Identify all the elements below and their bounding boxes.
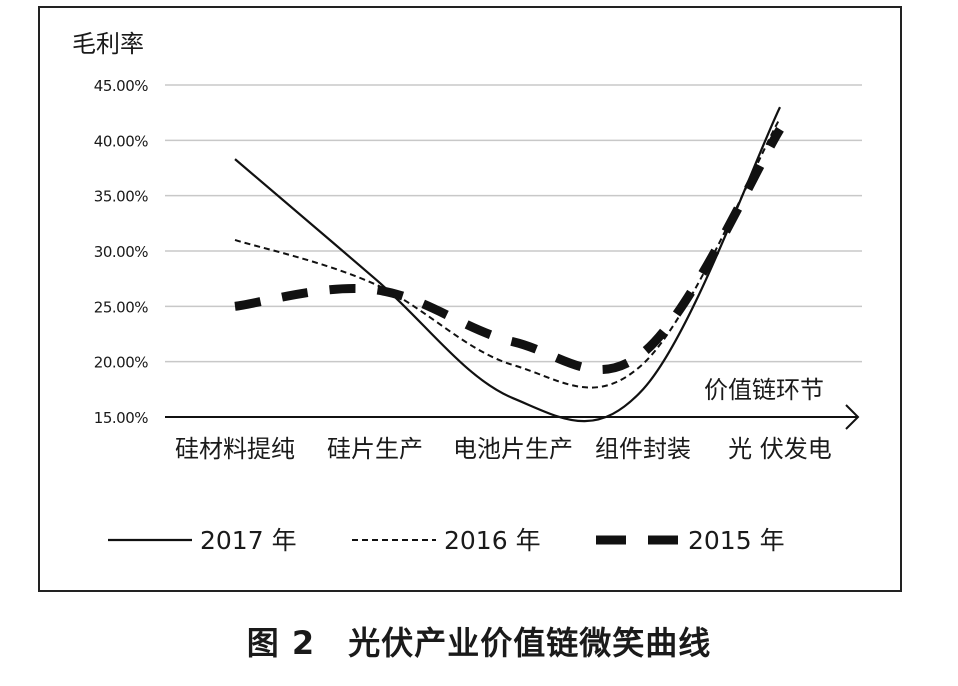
x-tick-label: 光 伏发电	[728, 435, 832, 463]
x-tick-label: 硅片生产	[327, 435, 423, 463]
series-line-0	[234, 106, 781, 423]
y-tick-label: 35.00%	[94, 188, 148, 206]
y-tick-label: 25.00%	[94, 298, 148, 316]
series-line-2	[234, 126, 784, 374]
legend-label: 2015 年	[688, 526, 785, 555]
legend-label: 2017 年	[200, 526, 297, 555]
figure-caption: 图 2 光伏产业价值链微笑曲线	[246, 624, 712, 662]
legend-label: 2016 年	[444, 526, 541, 555]
y-tick-label: 20.00%	[94, 354, 148, 372]
y-axis-title: 毛利率	[72, 30, 144, 58]
x-axis-arrow	[845, 404, 860, 430]
chart-frame	[38, 6, 902, 592]
y-tick-label: 15.00%	[94, 409, 148, 427]
grid-lines	[165, 84, 862, 363]
x-tick-label: 组件封装	[595, 435, 691, 463]
x-axis	[165, 404, 860, 430]
x-axis-title: 价值链环节	[704, 376, 824, 404]
x-tick-labels: 硅材料提纯 硅片生产 电池片生产 组件封装 光 伏发电	[175, 435, 832, 463]
y-tick-label: 45.00%	[94, 77, 148, 95]
x-tick-label: 硅材料提纯	[175, 435, 295, 463]
series-line-1	[234, 117, 781, 389]
y-tick-label: 40.00%	[94, 132, 148, 150]
x-tick-label: 电池片生产	[453, 435, 573, 463]
series-lines	[234, 106, 784, 423]
legend: 2017 年 2016 年 2015 年	[108, 526, 785, 555]
y-tick-label: 30.00%	[94, 243, 148, 261]
y-tick-labels: 45.00% 40.00% 35.00% 30.00% 25.00% 20.00% 15.0…	[94, 77, 149, 427]
